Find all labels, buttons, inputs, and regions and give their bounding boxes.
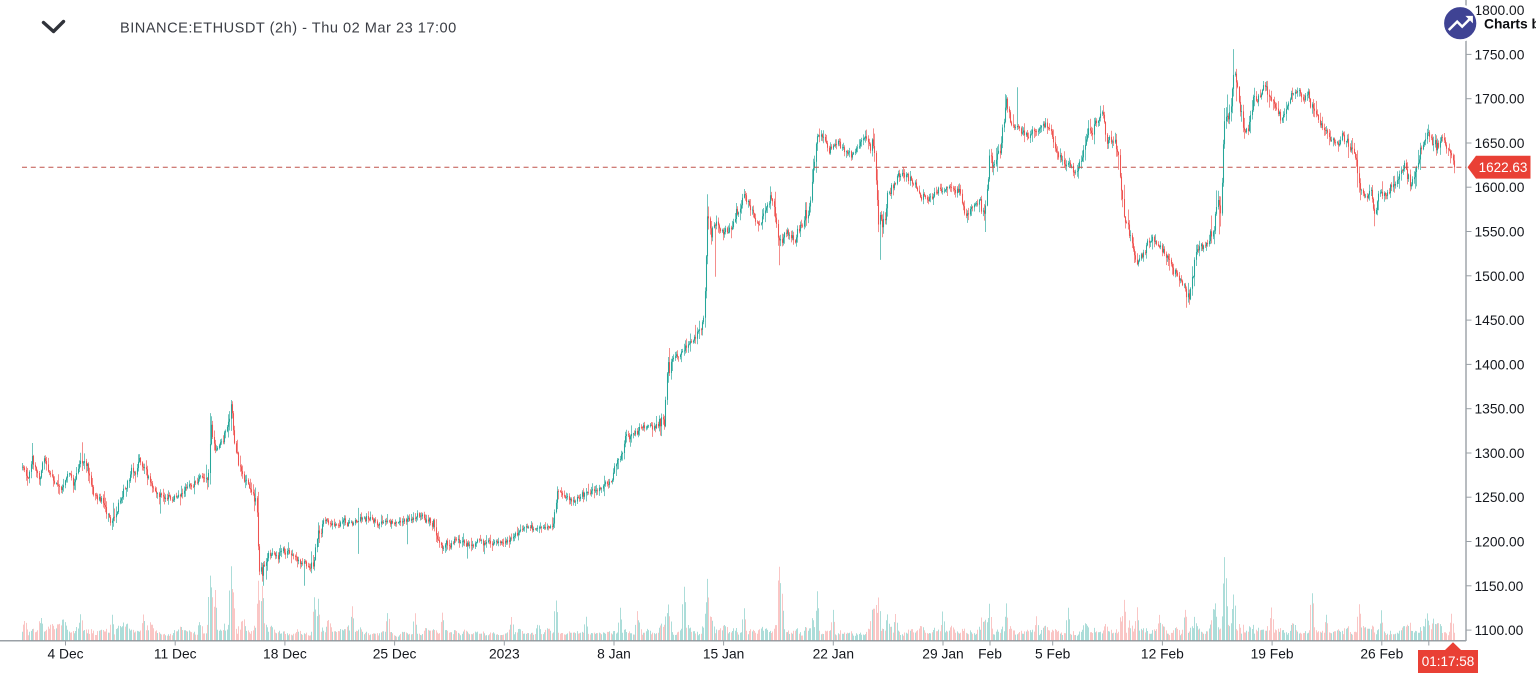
svg-text:1100.00: 1100.00 (1475, 623, 1524, 638)
svg-text:1300.00: 1300.00 (1475, 446, 1525, 461)
svg-text:1650.00: 1650.00 (1475, 136, 1525, 151)
svg-text:1750.00: 1750.00 (1475, 47, 1525, 62)
svg-text:22 Jan: 22 Jan (813, 647, 854, 662)
svg-text:1700.00: 1700.00 (1475, 92, 1525, 107)
svg-text:29 Jan: 29 Jan (922, 647, 963, 662)
svg-text:BINANCE:ETHUSDT (2h) - Thu 02: BINANCE:ETHUSDT (2h) - Thu 02 Mar 23 17:… (120, 21, 457, 37)
svg-text:5 Feb: 5 Feb (1035, 647, 1071, 662)
svg-text:12 Feb: 12 Feb (1141, 647, 1184, 662)
svg-text:1622.63: 1622.63 (1479, 160, 1528, 175)
svg-text:1800.00: 1800.00 (1475, 3, 1525, 18)
svg-text:19 Feb: 19 Feb (1251, 647, 1294, 662)
svg-text:1350.00: 1350.00 (1475, 402, 1525, 417)
svg-text:11 Dec: 11 Dec (154, 647, 197, 662)
svg-text:25 Dec: 25 Dec (373, 647, 417, 662)
svg-text:01:17:58: 01:17:58 (1422, 654, 1475, 669)
svg-text:Feb: Feb (978, 647, 1002, 662)
svg-text:1600.00: 1600.00 (1475, 180, 1525, 195)
svg-text:8 Jan: 8 Jan (597, 647, 631, 662)
svg-text:18 Dec: 18 Dec (263, 647, 307, 662)
svg-text:2023: 2023 (489, 647, 520, 662)
svg-text:1550.00: 1550.00 (1475, 225, 1525, 240)
svg-text:4 Dec: 4 Dec (47, 647, 83, 662)
svg-text:1250.00: 1250.00 (1475, 490, 1525, 505)
svg-text:1200.00: 1200.00 (1475, 535, 1525, 550)
svg-text:26 Feb: 26 Feb (1360, 647, 1403, 662)
svg-text:1450.00: 1450.00 (1475, 313, 1525, 328)
svg-text:1150.00: 1150.00 (1475, 579, 1524, 594)
svg-text:1400.00: 1400.00 (1475, 357, 1525, 372)
svg-text:Charts by TradingView: Charts by TradingView (1484, 16, 1536, 31)
svg-text:15 Jan: 15 Jan (703, 647, 744, 662)
svg-text:1500.00: 1500.00 (1475, 269, 1525, 284)
